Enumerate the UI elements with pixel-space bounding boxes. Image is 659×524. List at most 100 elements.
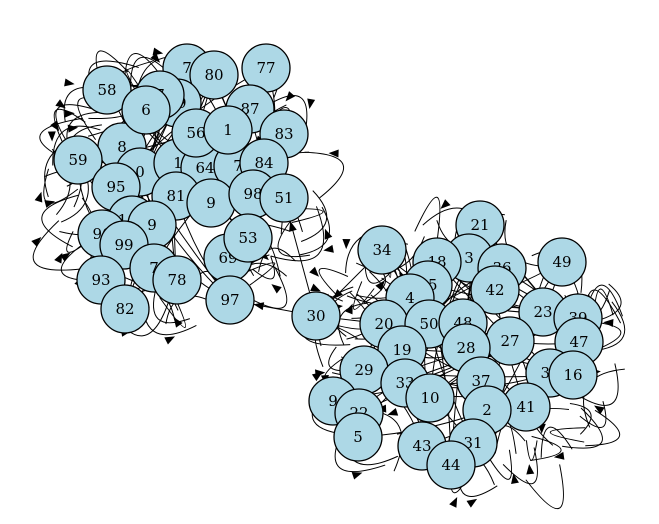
graph-node[interactable]: 42 — [470, 265, 520, 315]
node-circle — [405, 373, 455, 423]
node-label: 78 — [167, 271, 186, 289]
edge — [318, 268, 349, 295]
graph-node[interactable]: 9 — [186, 178, 236, 228]
edge-arrowhead — [466, 498, 478, 508]
edge — [353, 281, 375, 310]
node-label: 3 — [464, 249, 474, 267]
graph-node[interactable]: 34 — [357, 225, 407, 275]
node-label: 93 — [91, 271, 110, 289]
graph-node[interactable]: 29 — [339, 345, 389, 395]
edge — [488, 449, 512, 480]
node-label: 29 — [354, 361, 373, 379]
node-circle — [53, 135, 103, 185]
node-label: 49 — [552, 253, 571, 271]
node-circle — [152, 255, 202, 305]
edge-arrowhead — [164, 336, 176, 345]
node-circle — [205, 275, 255, 325]
node-label: 9 — [328, 392, 338, 410]
node-circle — [426, 440, 476, 490]
node-label: 16 — [563, 366, 582, 384]
node-circle — [357, 225, 407, 275]
node-label: 20 — [374, 315, 393, 333]
edge — [53, 108, 86, 142]
node-label: 8 — [117, 138, 127, 156]
edge — [300, 190, 328, 242]
edge-arrowhead — [526, 464, 535, 475]
edge-arrowhead — [387, 407, 399, 416]
graph-node[interactable]: 80 — [189, 50, 239, 100]
edge-arrowhead — [309, 266, 320, 277]
edge-arrowhead — [375, 280, 385, 291]
edge — [270, 206, 325, 262]
node-label: 82 — [115, 300, 134, 318]
node-label: 56 — [186, 124, 205, 142]
node-label: 83 — [274, 125, 293, 143]
edge-arrowhead — [253, 302, 265, 311]
edge — [585, 409, 620, 447]
edge-arrowhead — [54, 252, 63, 264]
node-label: 7 — [149, 259, 159, 277]
edge — [265, 95, 308, 133]
graph-node[interactable]: 16 — [548, 350, 598, 400]
edge — [525, 464, 564, 510]
node-label: 34 — [372, 241, 391, 259]
edge-arrowhead — [328, 149, 339, 158]
node-circle — [291, 291, 341, 341]
graph-node[interactable]: 41 — [501, 382, 551, 432]
graph-node[interactable]: 30 — [291, 291, 341, 341]
edge — [414, 196, 441, 239]
edge-arrowhead — [44, 200, 56, 208]
graph-node[interactable]: 6 — [121, 85, 171, 135]
graph-node[interactable]: 51 — [259, 173, 309, 223]
graph-node[interactable]: 58 — [82, 65, 132, 115]
node-circle — [223, 213, 273, 263]
edge-arrowhead — [285, 91, 296, 102]
edge-arrowhead — [553, 451, 565, 460]
node-label: 9 — [206, 194, 216, 212]
edge — [243, 262, 276, 286]
graph-node[interactable]: 77 — [241, 43, 291, 93]
node-label: 64 — [195, 159, 214, 177]
edge-arrowhead — [594, 405, 605, 415]
node-label: 50 — [419, 315, 438, 333]
graph-node[interactable]: 82 — [100, 284, 150, 334]
edge-arrowhead — [31, 237, 42, 247]
edge-arrowhead — [511, 473, 519, 485]
node-label: 95 — [106, 178, 125, 196]
graph-node[interactable]: 59 — [53, 135, 103, 185]
node-label: 21 — [470, 216, 489, 234]
edge-arrowhead — [342, 238, 351, 250]
node-label: 58 — [97, 81, 116, 99]
graph-node[interactable]: 10 — [405, 373, 455, 423]
node-circle — [333, 412, 383, 462]
edge — [530, 435, 562, 461]
node-label: 80 — [204, 66, 223, 84]
node-label: 44 — [441, 456, 460, 474]
edge — [32, 220, 82, 271]
node-circle — [100, 284, 150, 334]
edge-arrowhead — [440, 199, 451, 209]
graph-node[interactable]: 97 — [205, 275, 255, 325]
node-circle — [121, 85, 171, 135]
edge-arrowhead — [289, 221, 297, 232]
graph-node[interactable]: 49 — [537, 237, 587, 287]
node-label: 19 — [392, 341, 411, 359]
edge — [569, 402, 592, 435]
edge-arrowhead — [152, 47, 164, 56]
edge — [252, 256, 275, 280]
graph-node[interactable]: 53 — [223, 213, 273, 263]
node-label: 97 — [220, 291, 239, 309]
graph-node[interactable]: 27 — [485, 316, 535, 366]
graph-node[interactable]: 44 — [426, 440, 476, 490]
edge — [41, 194, 79, 248]
node-label: 10 — [420, 389, 439, 407]
node-label: 28 — [456, 339, 475, 357]
graph-node[interactable]: 1 — [203, 105, 253, 155]
graph-node[interactable]: 5 — [333, 412, 383, 462]
edge — [55, 104, 103, 152]
node-label: 47 — [569, 333, 588, 351]
graph-node[interactable]: 78 — [152, 255, 202, 305]
node-label: 41 — [516, 398, 535, 416]
